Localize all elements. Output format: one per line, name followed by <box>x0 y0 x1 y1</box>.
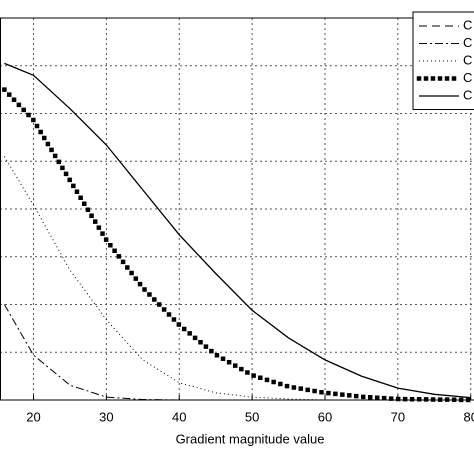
x-tick-label: 20 <box>26 409 40 424</box>
series-line <box>3 304 471 401</box>
x-tick-label: 50 <box>245 409 259 424</box>
x-tick-label: 60 <box>318 409 332 424</box>
legend-label: C <box>463 87 472 102</box>
x-tick-label: 80 <box>463 409 474 424</box>
series-line <box>1 86 473 403</box>
legend-label: C <box>463 52 472 67</box>
legend-label: C <box>463 70 472 85</box>
x-axis-label: Gradient magnitude value <box>176 431 325 446</box>
legend-label: C <box>463 35 472 50</box>
x-tick-label: 70 <box>391 409 405 424</box>
legend-label: C <box>463 17 472 32</box>
series-line <box>4 62 471 399</box>
x-tick-label: 40 <box>172 409 186 424</box>
x-tick-label: 30 <box>99 409 113 424</box>
